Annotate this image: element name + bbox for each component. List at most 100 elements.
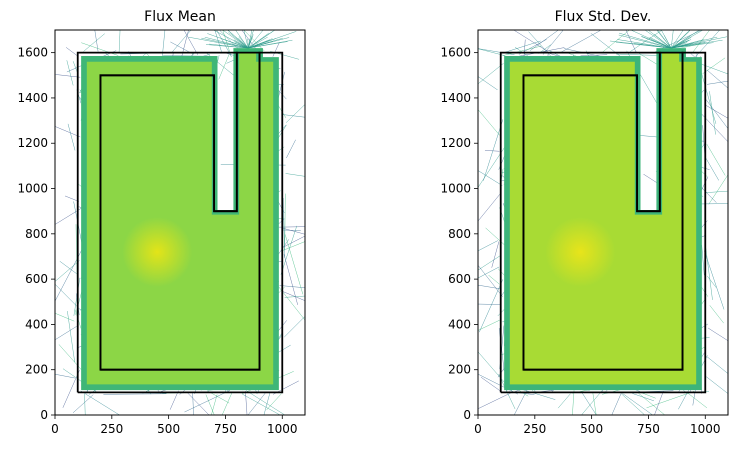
x-tick-label: 500 xyxy=(580,422,603,436)
source-glow xyxy=(122,216,193,287)
ray-trace xyxy=(103,393,167,395)
ray-trace xyxy=(700,203,728,205)
ray-trace xyxy=(671,43,693,49)
ray-trace xyxy=(622,393,654,415)
ray-trace xyxy=(479,279,504,333)
ray-trace xyxy=(55,207,82,225)
ray-trace xyxy=(245,390,286,415)
ray-trace xyxy=(64,195,80,202)
y-tick-label: 0 xyxy=(40,408,48,422)
ray-trace xyxy=(701,244,705,276)
inner-boundary-line xyxy=(99,51,261,371)
x-axis: 0 250 500 750 1000 xyxy=(474,415,721,436)
ray-trace xyxy=(55,312,75,322)
ray-trace xyxy=(247,30,264,49)
ray-trace xyxy=(243,30,249,49)
ray-trace xyxy=(55,373,76,379)
y-tick-label: 400 xyxy=(25,317,48,331)
source-glow xyxy=(545,216,616,287)
ray-trace xyxy=(245,390,248,415)
ray-trace xyxy=(281,227,305,235)
ray-trace xyxy=(478,63,504,85)
ray-trace xyxy=(670,30,674,49)
ray-trace xyxy=(502,45,542,56)
ray-trace xyxy=(222,30,232,58)
ray-trace xyxy=(55,260,80,282)
ray-trace xyxy=(67,311,75,363)
y-tick-label: 1400 xyxy=(17,91,48,105)
x-tick-label: 250 xyxy=(100,422,123,436)
ray-trace xyxy=(284,315,305,338)
ray-trace xyxy=(283,235,305,248)
ray-trace xyxy=(65,47,79,57)
ray-trace xyxy=(285,173,305,177)
ray-trace xyxy=(204,36,249,49)
ray-trace xyxy=(646,391,695,409)
ray-trace xyxy=(72,394,94,414)
ray-trace xyxy=(580,54,608,57)
y-axis: 0 200 400 600 800 1000 1200 1400 1600 xyxy=(440,46,478,422)
ray-trace xyxy=(700,70,717,124)
ray-trace xyxy=(644,30,672,49)
ray-trace xyxy=(478,240,499,252)
ray-trace xyxy=(242,393,281,415)
ray-trace xyxy=(619,32,672,49)
x-tick-label: 0 xyxy=(51,422,59,436)
ray-trace xyxy=(280,225,298,275)
ray-trace xyxy=(243,30,265,52)
ray-trace xyxy=(248,41,288,49)
flux-region-interior xyxy=(509,52,697,385)
ray-trace xyxy=(709,91,716,135)
ray-trace xyxy=(187,392,210,415)
y-tick-label: 1400 xyxy=(440,91,471,105)
ray-trace xyxy=(707,327,728,342)
ray-trace xyxy=(671,42,714,49)
ray-trace xyxy=(707,275,717,288)
ray-trace xyxy=(284,295,305,298)
ray-trace xyxy=(227,30,249,49)
x-tick-label: 500 xyxy=(157,422,180,436)
ray-trace xyxy=(84,393,86,415)
ray-trace xyxy=(706,143,726,176)
y-tick-label: 200 xyxy=(25,363,48,377)
ray-trace xyxy=(81,42,119,56)
panel-flux-std-dev: Flux Std. Dev. 0 250 500 750 1000 0 200 400 600… xyxy=(440,9,729,436)
ray-trace xyxy=(705,158,719,181)
ray-trace xyxy=(281,114,305,118)
ray-trace xyxy=(630,30,672,49)
ray-trace xyxy=(55,283,82,311)
ray-trace xyxy=(284,234,304,295)
ray-trace xyxy=(286,139,296,159)
ray-trace xyxy=(184,390,231,413)
ray-trace xyxy=(55,326,77,341)
ray-trace xyxy=(581,391,597,415)
axes-frame xyxy=(477,29,729,416)
ray-trace xyxy=(702,57,726,74)
ray-trace xyxy=(706,69,728,89)
ray-trace xyxy=(205,44,249,49)
y-tick-label: 1200 xyxy=(17,136,48,150)
x-tick-label: 750 xyxy=(637,422,660,436)
ray-trace xyxy=(592,392,597,415)
ray-trace xyxy=(611,392,622,415)
ray-trace xyxy=(192,392,194,415)
chart-title: Flux Mean xyxy=(144,9,216,25)
ray-trace xyxy=(705,99,728,130)
ray-trace xyxy=(706,356,728,374)
ray-trace xyxy=(704,242,713,300)
ray-trace xyxy=(162,30,166,57)
x-tick-label: 1000 xyxy=(267,422,298,436)
ray-trace xyxy=(488,274,500,285)
ray-trace xyxy=(602,30,630,53)
flux-region-interior xyxy=(86,52,274,385)
ray-trace xyxy=(478,319,500,331)
ray-trace xyxy=(201,37,249,49)
ray-trace xyxy=(478,109,501,136)
ray-trace xyxy=(94,30,99,52)
panel-flux-mean: Flux Mean 0 250 500 750 1000 0 200 400 600 800 10… xyxy=(17,9,306,436)
ray-trace xyxy=(695,30,721,58)
ray-trace xyxy=(705,190,728,193)
ray-trace xyxy=(478,392,512,410)
y-tick-label: 1000 xyxy=(440,182,471,196)
ray-trace xyxy=(542,30,564,55)
